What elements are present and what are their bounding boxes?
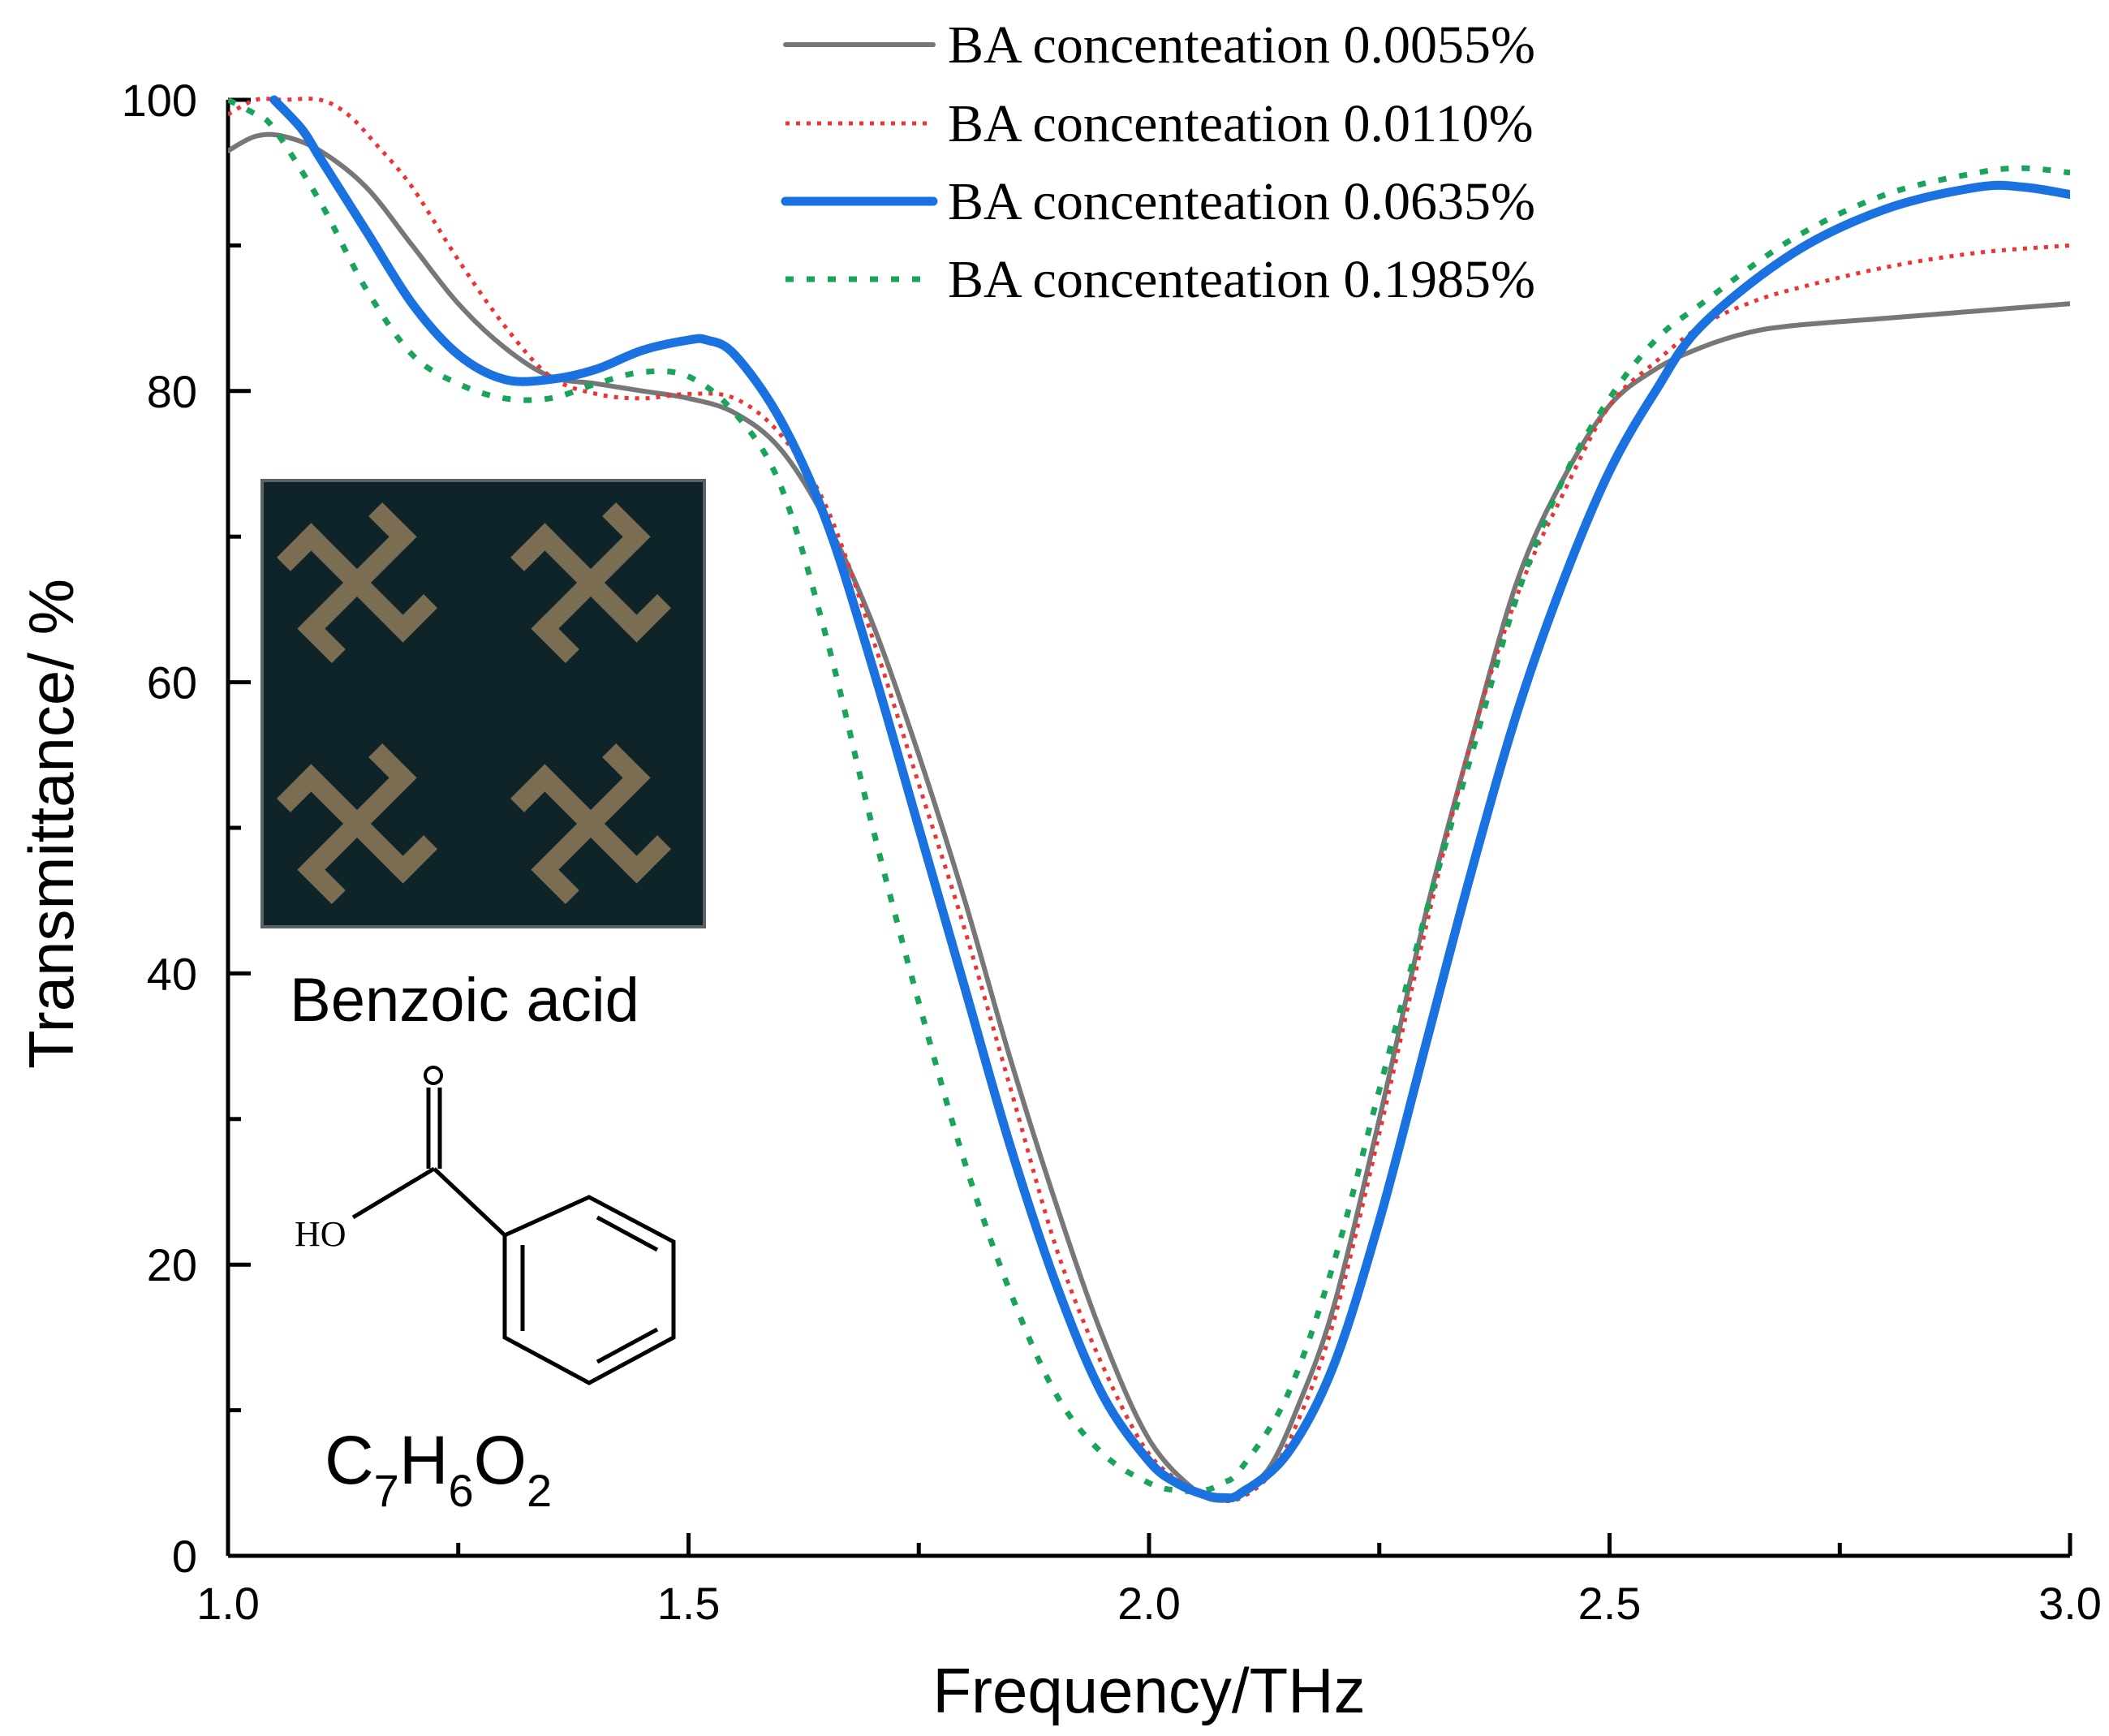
inset-compound-label: Benzoic acid	[290, 966, 639, 1035]
formula-hydrogen: H	[399, 1422, 449, 1498]
metamaterial-cross-3	[277, 743, 437, 904]
legend-label-4: BA concenteation 0.1985%	[948, 250, 1535, 309]
series-line-2	[228, 97, 2070, 1504]
y-tick-label: 80	[147, 366, 197, 417]
series-line-4	[228, 97, 2070, 1494]
legend-label-2: BA concenteation 0.0110%	[948, 94, 1534, 153]
y-axis-title: Transmittance/ %	[15, 579, 87, 1069]
series-group	[228, 95, 2070, 1504]
y-tick-label: 0	[172, 1531, 197, 1582]
x-axis-title: Frequency/THz	[932, 1655, 1365, 1726]
benzoic-acid-structure	[351, 1066, 676, 1385]
formula-oxygen-subscript: 2	[527, 1465, 552, 1516]
series-line-3	[269, 95, 2070, 1503]
metamaterial-cross-2	[510, 502, 671, 663]
y-tick-label: 40	[147, 948, 197, 999]
axis-ticks	[226, 97, 2072, 1558]
y-tick-label: 60	[147, 657, 197, 709]
metamaterial-cross-1	[277, 502, 437, 663]
x-tick-label: 3.0	[2038, 1578, 2102, 1629]
legend: BA concenteation 0.0055% BA concenteation…	[781, 15, 1535, 309]
x-tick-label: 1.5	[657, 1578, 721, 1629]
x-tick-label: 1.0	[196, 1578, 260, 1629]
y-tick-label: 20	[147, 1239, 197, 1290]
series-line-1	[228, 131, 2070, 1503]
legend-label-1: BA concenteation 0.0055%	[948, 15, 1535, 75]
formula-carbon-subscript: 7	[374, 1465, 399, 1516]
y-tick-label: 100	[122, 75, 197, 126]
legend-label-3: BA concenteation 0.0635%	[948, 172, 1535, 231]
x-tick-label: 2.0	[1117, 1578, 1181, 1629]
metamaterial-inset-photo	[260, 479, 706, 928]
metamaterial-cross-4	[510, 743, 671, 904]
x-tick-label: 2.5	[1578, 1578, 1642, 1629]
structure-ho-label: HO	[295, 1214, 346, 1254]
axis-tick-labels: 1.0 1.5 2.0 2.5 3.0 0 20 40 60 80 100	[122, 75, 2102, 1629]
molecular-formula: C7H6O2	[325, 1422, 552, 1516]
formula-hydrogen-subscript: 6	[449, 1465, 474, 1516]
formula-oxygen: O	[474, 1422, 527, 1498]
formula-carbon: C	[325, 1422, 374, 1498]
